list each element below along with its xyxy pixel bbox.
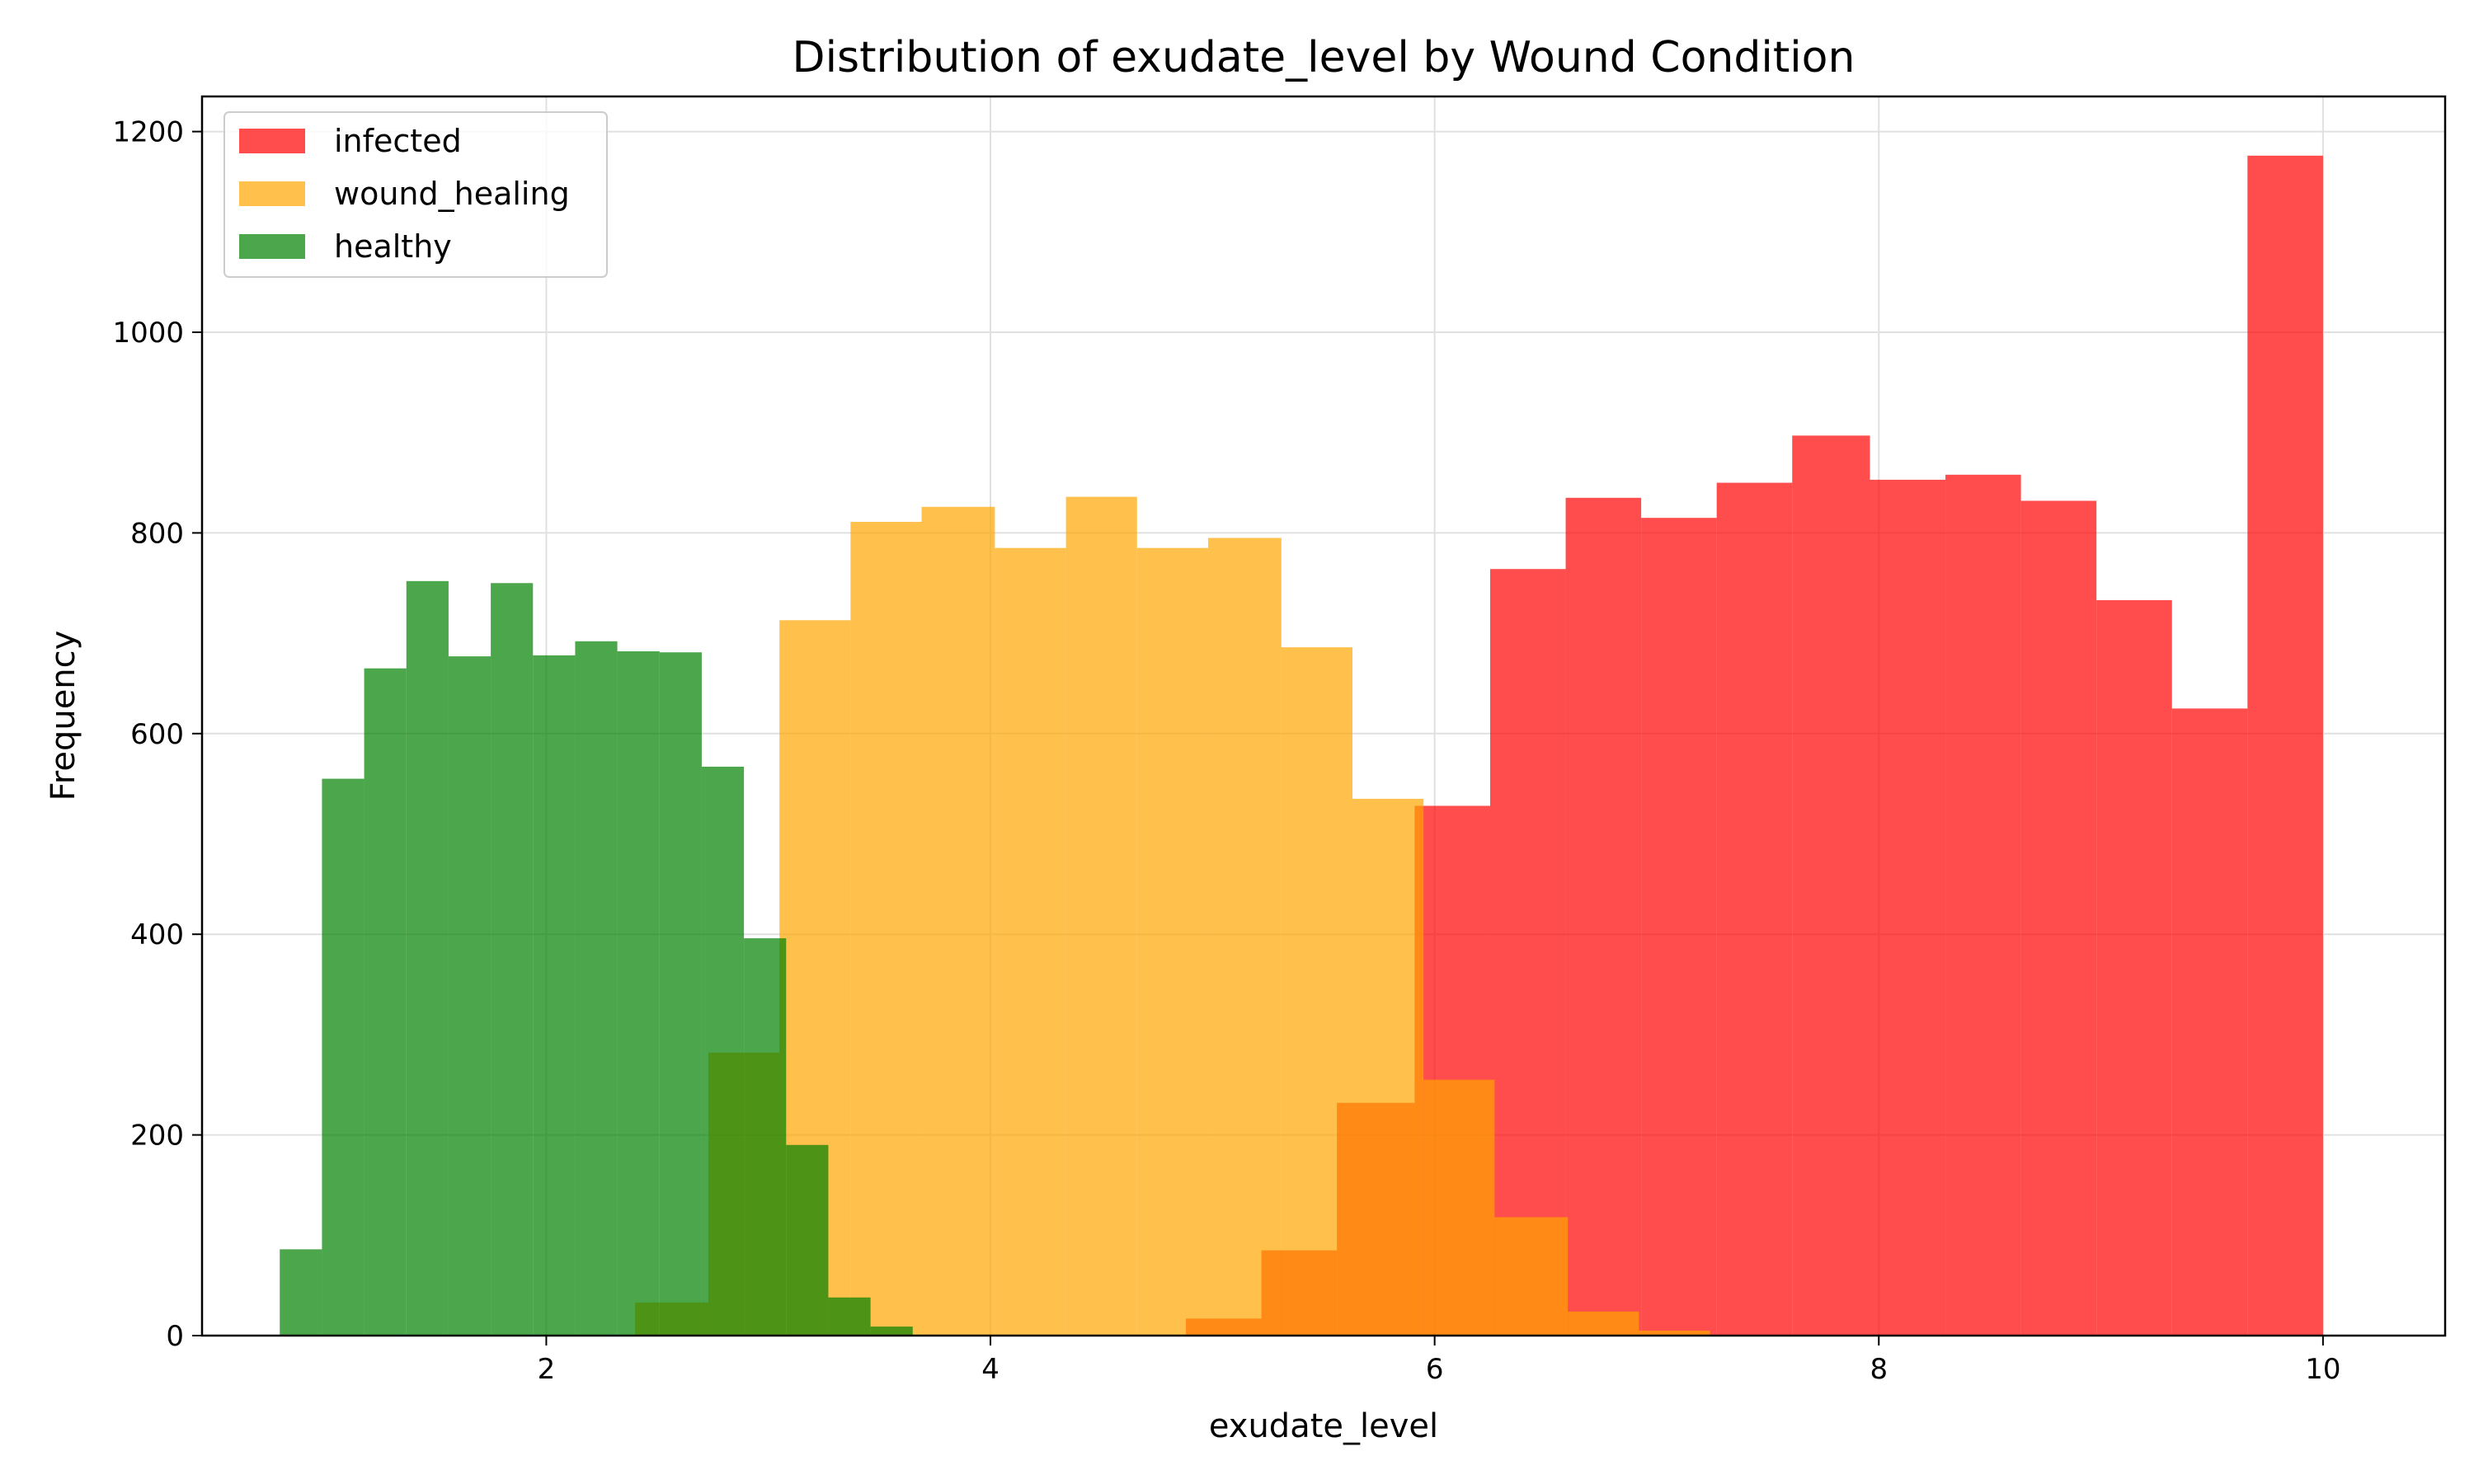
- bars-layer: [280, 155, 2323, 1336]
- histogram-bar: [701, 766, 745, 1336]
- y-tick-label: 400: [130, 918, 184, 951]
- histogram-bar: [1716, 482, 1793, 1336]
- chart-title: Distribution of exudate_level by Wound C…: [793, 33, 1856, 82]
- series-wound_healing: [635, 496, 1710, 1336]
- histogram-bar: [448, 656, 492, 1336]
- histogram-bar: [364, 668, 407, 1336]
- x-tick-label: 2: [538, 1353, 556, 1386]
- x-tick-label: 8: [1870, 1353, 1888, 1386]
- histogram-bar: [1792, 435, 1870, 1336]
- histogram-bar: [995, 547, 1066, 1336]
- x-axis-label: exudate_level: [1209, 1407, 1438, 1445]
- y-tick-label: 800: [130, 517, 184, 550]
- legend-label-infected: infected: [334, 123, 462, 159]
- histogram-bar: [1565, 497, 1642, 1336]
- histogram-bar: [744, 938, 787, 1336]
- histogram-bar: [491, 583, 534, 1336]
- histogram-bar: [2171, 708, 2248, 1336]
- histogram-bar: [2020, 500, 2097, 1336]
- x-tick-label: 6: [1426, 1353, 1444, 1386]
- y-axis-ticks: 0 200 400 600 800 1000 1200: [112, 116, 202, 1353]
- histogram-bar: [1489, 569, 1566, 1336]
- y-tick-label: 600: [130, 718, 184, 751]
- histogram-bar: [280, 1249, 322, 1336]
- histogram-bar: [1207, 538, 1282, 1336]
- histogram-bar: [1639, 1330, 1710, 1336]
- histogram-bar: [1423, 1079, 1495, 1336]
- y-tick-label: 1000: [112, 317, 184, 350]
- histogram-bar: [617, 651, 660, 1336]
- histogram-bar: [1352, 798, 1424, 1336]
- legend-swatch-healthy: [239, 234, 305, 259]
- x-tick-label: 4: [981, 1353, 999, 1386]
- legend-frame: [223, 111, 608, 278]
- histogram-bar: [1641, 518, 1717, 1336]
- legend-label-healthy: healthy: [334, 228, 452, 265]
- histogram-bar: [659, 652, 702, 1336]
- plot-frame: [200, 95, 2447, 1337]
- y-tick-label: 1200: [112, 116, 184, 149]
- histogram-bar: [406, 580, 449, 1336]
- histogram-bar: [575, 641, 618, 1336]
- histogram-bar: [921, 506, 995, 1336]
- histogram-bar: [850, 522, 922, 1336]
- histogram-bar: [2247, 155, 2323, 1336]
- histogram-bar: [322, 778, 365, 1336]
- legend-label-wound_healing: wound_healing: [334, 176, 570, 212]
- legend-swatch-wound_healing: [239, 181, 305, 206]
- histogram-bar: [1945, 474, 2021, 1336]
- histogram-bar: [870, 1327, 913, 1336]
- histogram-bar: [1065, 496, 1137, 1336]
- y-tick-label: 0: [166, 1320, 184, 1353]
- x-axis-ticks: 2 4 6 8 10: [538, 1336, 2341, 1386]
- histogram-bar: [1568, 1311, 1639, 1336]
- y-axis-label: Frequency: [45, 631, 82, 801]
- histogram-bar: [2096, 599, 2172, 1336]
- histogram-bar: [1281, 647, 1353, 1336]
- histogram-bar: [1494, 1217, 1569, 1336]
- y-tick-label: 200: [130, 1120, 184, 1153]
- histogram-bar: [1136, 547, 1208, 1336]
- x-tick-label: 10: [2305, 1353, 2340, 1386]
- series-healthy: [280, 580, 913, 1336]
- histogram-bar: [533, 655, 576, 1336]
- legend-swatch-infected: [239, 129, 305, 153]
- histogram-bar: [828, 1297, 871, 1336]
- histogram-bar: [786, 1144, 829, 1336]
- histogram-bar: [1870, 479, 1946, 1336]
